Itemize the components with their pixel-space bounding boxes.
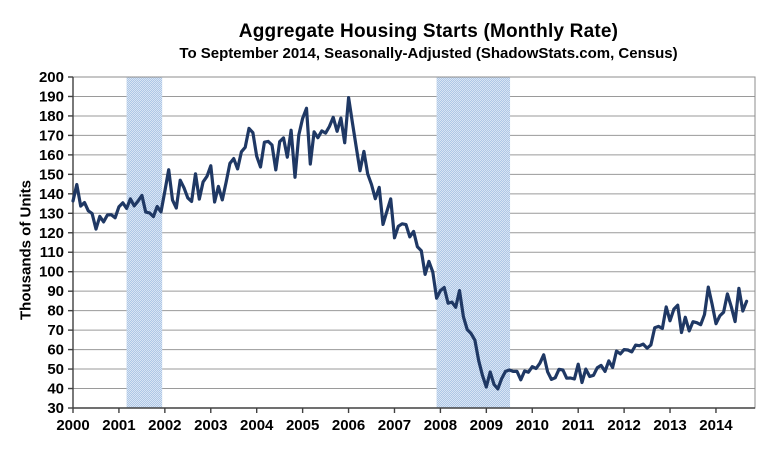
y-tick-label: 90: [47, 283, 64, 300]
x-tick-label: 2008: [424, 417, 457, 434]
x-tick-label: 2014: [699, 417, 733, 434]
y-tick-label: 70: [47, 322, 64, 339]
x-tick-label: 2012: [607, 417, 640, 434]
y-tick-label: 130: [39, 205, 64, 222]
x-tick-label: 2005: [286, 417, 319, 434]
x-tick-label: 2004: [240, 417, 274, 434]
y-tick-label: 140: [39, 186, 64, 203]
x-tick-label: 2001: [102, 417, 135, 434]
x-tick-label: 2013: [653, 417, 686, 434]
y-tick-label: 200: [39, 69, 64, 86]
data-line: [71, 96, 749, 391]
y-tick-label: 30: [47, 400, 64, 417]
y-tick-label: 110: [40, 244, 64, 261]
recession-band: [436, 77, 511, 408]
y-tick-label: 50: [47, 361, 64, 378]
y-tick-label: 100: [39, 264, 64, 281]
x-tick-label: 2007: [378, 417, 411, 434]
x-tick-label: 2009: [470, 417, 503, 434]
y-tick-label: 160: [39, 147, 64, 164]
y-tick-label: 80: [47, 303, 64, 320]
y-tick-label: 40: [47, 381, 64, 398]
y-axis-title: Thousands of Units: [17, 180, 35, 320]
recession-band: [126, 77, 163, 408]
y-tick-label: 190: [39, 88, 64, 105]
y-tick-label: 150: [39, 166, 64, 183]
x-tick-label: 2010: [516, 417, 549, 434]
x-tick-label: 2003: [194, 417, 227, 434]
y-tick-label: 60: [47, 342, 64, 359]
y-tick-label: 180: [39, 108, 64, 125]
y-tick-label: 120: [39, 225, 64, 242]
x-tick-label: 2002: [148, 417, 181, 434]
x-tick-label: 2011: [562, 417, 595, 434]
plot-border: [72, 76, 756, 409]
chart-subtitle: To September 2014, Seasonally-Adjusted (…: [179, 45, 678, 62]
x-tick-label: 2006: [332, 417, 365, 434]
chart-title: Aggregate Housing Starts (Monthly Rate): [238, 21, 619, 42]
y-tick-label: 170: [39, 127, 64, 144]
x-tick-label: 2000: [56, 417, 89, 434]
